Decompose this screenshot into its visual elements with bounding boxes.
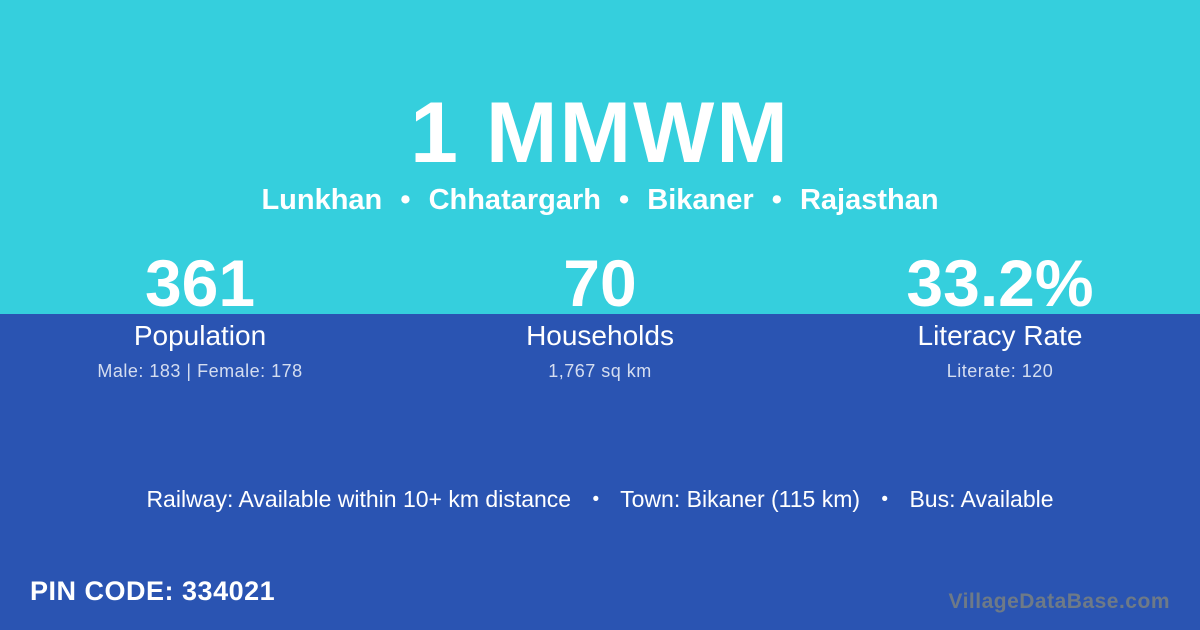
bullet-separator: •: [400, 184, 411, 216]
pin-code-value: 334021: [182, 576, 276, 606]
population-label: Population: [133, 320, 267, 351]
stat-households: 70 Households 1,767 sq km: [400, 246, 800, 382]
literacy-label: Literacy Rate: [917, 320, 1083, 351]
bullet-separator: •: [619, 184, 630, 216]
location-part-village: Lunkhan: [261, 184, 383, 216]
location-part-state: Rajasthan: [799, 184, 939, 216]
breadcrumb: Lunkhan • Chhatargarh • Bikaner • Rajast…: [0, 186, 1200, 215]
railway-info: Railway: Available within 10+ km distanc…: [146, 486, 572, 512]
literacy-value: 33.2%: [906, 246, 1094, 320]
location-part-district: Bikaner: [647, 184, 754, 216]
stat-population: 361 Population Male: 183 | Female: 178: [0, 246, 400, 382]
bullet-separator: •: [592, 489, 600, 510]
pin-code: PIN CODE: 334021: [30, 576, 275, 607]
population-detail: Male: 183 | Female: 178: [97, 361, 303, 382]
bus-info: Bus: Available: [909, 486, 1054, 512]
header-section: [0, 0, 1200, 314]
town-info: Town: Bikaner (115 km): [620, 486, 861, 512]
bullet-separator: •: [771, 184, 782, 216]
watermark: VillageDataBase.com: [948, 590, 1170, 613]
facilities-bar: Railway: Available within 10+ km distanc…: [0, 486, 1200, 513]
details-section: [0, 314, 1200, 630]
bullet-separator: •: [881, 489, 889, 510]
population-value: 361: [144, 246, 256, 320]
stat-literacy: 33.2% Literacy Rate Literate: 120: [800, 246, 1200, 382]
literacy-detail: Literate: 120: [946, 361, 1054, 382]
page-title: 1 MMWM: [410, 85, 790, 181]
households-value: 70: [563, 246, 637, 320]
households-detail: 1,767 sq km: [548, 361, 652, 382]
stats-row: 361 Population Male: 183 | Female: 178 7…: [0, 246, 1200, 382]
households-label: Households: [526, 320, 674, 351]
pin-code-label: PIN CODE:: [30, 576, 175, 606]
location-part-block: Chhatargarh: [428, 184, 601, 216]
